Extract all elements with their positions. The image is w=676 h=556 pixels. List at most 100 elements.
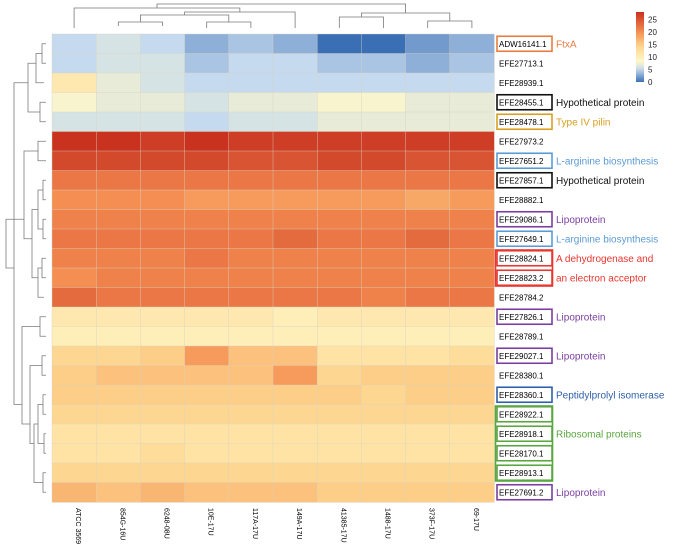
row-label-box xyxy=(496,93,553,111)
dendrogram-link xyxy=(156,3,406,13)
heatmap-cell xyxy=(95,228,141,250)
heatmap-cell xyxy=(140,170,186,191)
annotation-label: Lipoprotein xyxy=(556,351,605,362)
heatmap-cell xyxy=(449,462,495,484)
annotation-label: Lipoprotein xyxy=(556,215,605,226)
annotation-label: Peptidylprolyl isomerase xyxy=(556,390,665,401)
heatmap-cell xyxy=(272,189,318,211)
heatmap-cell xyxy=(405,306,451,328)
heatmap-cell xyxy=(449,306,495,328)
row-label: EFE28824.1 xyxy=(499,254,544,263)
heatmap-cell xyxy=(405,267,451,289)
heatmap-cell xyxy=(95,462,141,484)
column-dendrogram xyxy=(73,3,473,28)
heatmap-cell xyxy=(184,131,230,152)
heatmap-cell xyxy=(51,131,97,152)
row-label: EFE28918.1 xyxy=(499,430,544,439)
heatmap-cell xyxy=(272,365,318,386)
heatmap-cell xyxy=(405,423,451,445)
heatmap-cell xyxy=(317,287,363,308)
heatmap-cell xyxy=(51,72,97,94)
heatmap-cell xyxy=(317,462,363,484)
row-label-box xyxy=(496,152,553,170)
heatmap-cell xyxy=(51,33,97,55)
heatmap-cell xyxy=(140,365,186,386)
heatmap-cell xyxy=(228,306,274,328)
group-box xyxy=(494,249,554,287)
colorbar-tick: 25 xyxy=(648,16,657,25)
heatmap-cell xyxy=(449,150,495,172)
heatmap-cell xyxy=(405,384,451,406)
heatmap-cell xyxy=(95,72,141,94)
heatmap-cell xyxy=(140,72,186,94)
heatmap-cell xyxy=(272,150,318,172)
heatmap-cell xyxy=(228,326,274,347)
heatmap-cell xyxy=(184,384,230,406)
heatmap-cell xyxy=(272,228,318,250)
heatmap-cell xyxy=(317,482,363,503)
heatmap-cell xyxy=(405,111,451,133)
dendrogram-link xyxy=(41,257,46,279)
heatmap-cell xyxy=(51,267,97,289)
heatmap-cell xyxy=(184,209,230,230)
heatmap-cell xyxy=(140,189,186,211)
heatmap-cell xyxy=(51,150,97,172)
column-label: 69-17U xyxy=(472,508,479,531)
heatmap-cell xyxy=(405,345,451,367)
heatmap-cell xyxy=(272,267,318,289)
heatmap-cell xyxy=(51,306,97,328)
heatmap-cell xyxy=(140,131,186,152)
dendrogram-link xyxy=(73,7,241,28)
heatmap-cell xyxy=(361,384,407,406)
heatmap-cell xyxy=(361,365,407,386)
heatmap-cell xyxy=(184,92,230,113)
heatmap-cell xyxy=(228,131,274,152)
column-label: 854G-16U xyxy=(118,508,125,540)
dendrogram-link xyxy=(117,21,163,26)
heatmap-cell xyxy=(272,287,318,308)
row-label: EFE27713.1 xyxy=(499,59,544,68)
row-label: EFE28784.2 xyxy=(499,293,544,302)
dendrogram-link xyxy=(184,11,296,28)
heatmap-cell xyxy=(405,443,451,464)
heatmap-cell xyxy=(95,150,141,172)
heatmap-cell xyxy=(449,365,495,386)
heatmap-cell xyxy=(405,228,451,250)
heatmap-cell xyxy=(317,306,363,328)
heatmap-cell xyxy=(272,92,318,113)
heatmap-cell xyxy=(228,384,274,406)
heatmap-cell xyxy=(184,228,230,250)
annotation-label: Lipoprotein xyxy=(556,488,605,499)
heatmap-cell xyxy=(140,150,186,172)
heatmap-cell xyxy=(184,248,230,269)
heatmap-cell xyxy=(228,443,274,464)
row-label: EFE27649.1 xyxy=(499,235,544,244)
heatmap-cell xyxy=(184,267,230,289)
row-label: EFE28478.1 xyxy=(499,118,544,127)
row-label: EFE28913.1 xyxy=(499,469,544,478)
dendrogram-link xyxy=(21,326,40,425)
heatmap-cell xyxy=(317,131,363,152)
heatmap-cell xyxy=(228,462,274,484)
heatmap-cell xyxy=(51,170,97,191)
heatmap-cell xyxy=(405,189,451,211)
heatmap-cell xyxy=(184,326,230,347)
heatmap-cell xyxy=(140,462,186,484)
heatmap-cell xyxy=(51,209,97,230)
heatmap-cell xyxy=(51,482,97,503)
dendrogram-link xyxy=(41,355,46,376)
heatmap-cell xyxy=(95,53,141,74)
heatmap-cell xyxy=(51,248,97,269)
annotation-label: L-arginine biosynthesis xyxy=(556,156,658,167)
dendrogram-link xyxy=(42,472,46,493)
row-label-box xyxy=(496,35,553,53)
heatmap-cell xyxy=(184,462,230,484)
heatmap-cell xyxy=(361,482,407,503)
row-label-box xyxy=(496,171,553,189)
heatmap-cell xyxy=(361,92,407,113)
heatmap-cell xyxy=(317,92,363,113)
heatmap-cell xyxy=(184,345,230,367)
heatmap-cell xyxy=(51,53,97,74)
heatmap-cell xyxy=(228,53,274,74)
heatmap-cell xyxy=(51,111,97,133)
